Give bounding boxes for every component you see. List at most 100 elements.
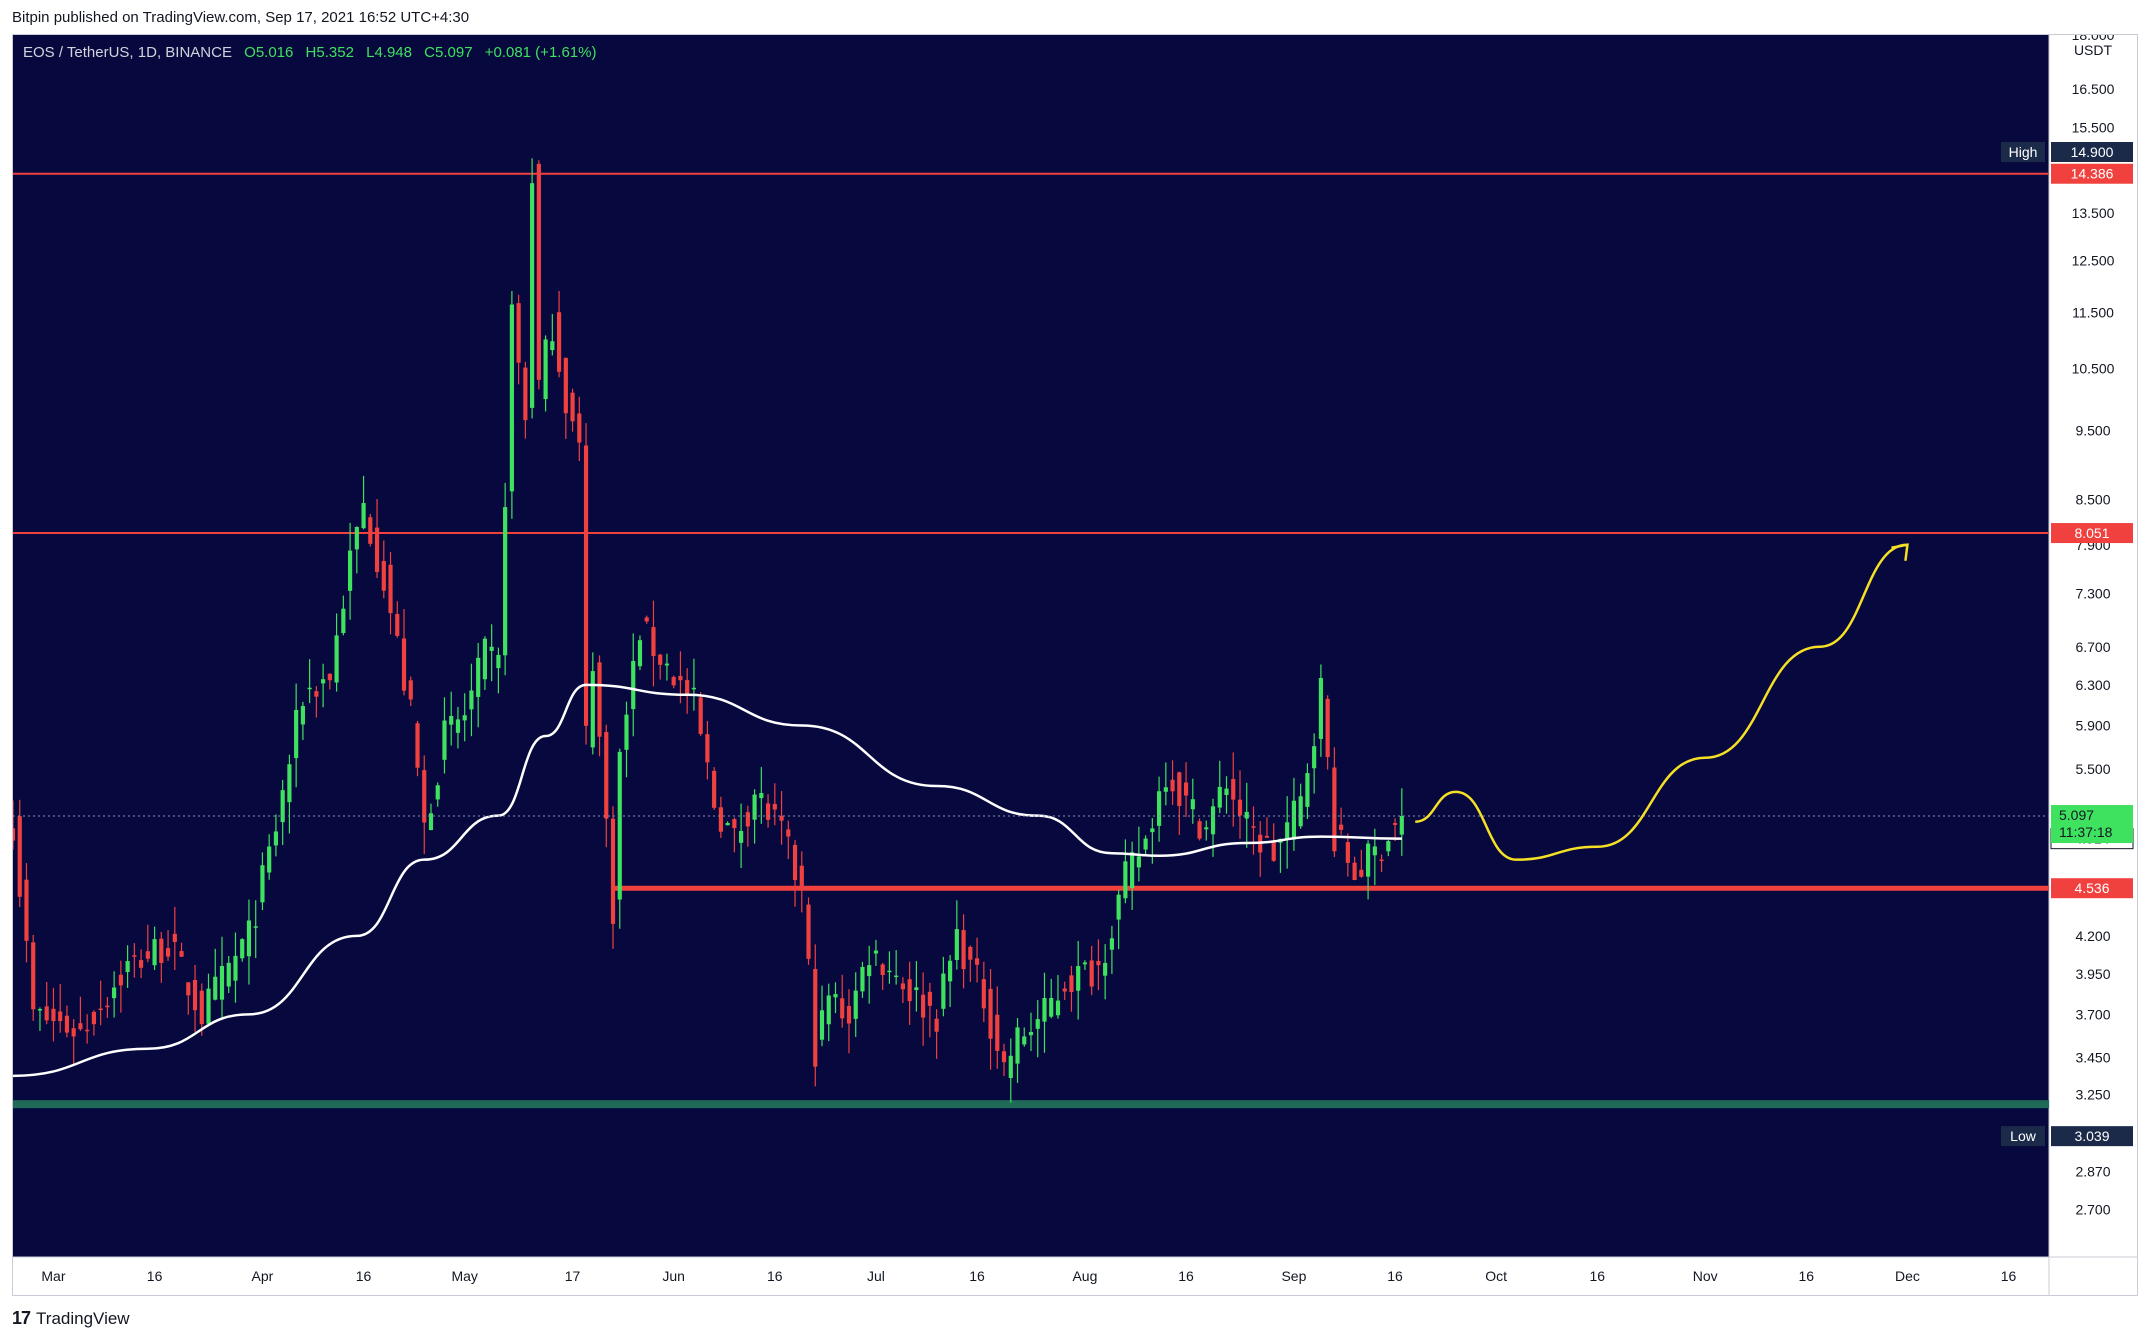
candle-body	[819, 1010, 825, 1040]
candle-body	[287, 764, 292, 803]
line-price-label-bg	[2051, 523, 2133, 544]
high-value-bg	[2051, 142, 2133, 163]
candle	[1008, 1038, 1013, 1103]
candle-body	[489, 646, 494, 651]
candle	[294, 683, 299, 788]
candle-body	[961, 930, 966, 970]
candle-body	[536, 163, 541, 380]
candle	[58, 983, 63, 1033]
tradingview-logo-icon: 17	[12, 1308, 31, 1328]
candle	[1359, 849, 1364, 878]
candle	[914, 961, 919, 1012]
candle	[159, 931, 164, 983]
candle	[995, 986, 1000, 1069]
candle	[873, 939, 879, 966]
x-tick-label: 16	[2001, 1268, 2017, 1284]
candle-body	[1150, 828, 1155, 833]
candle-body	[1312, 746, 1317, 769]
candle	[172, 906, 177, 971]
candle-body	[192, 979, 198, 1011]
candle-body	[118, 974, 123, 986]
candle	[631, 633, 636, 737]
candle-body	[563, 357, 568, 414]
candle	[199, 983, 204, 1036]
candle-body	[1170, 779, 1175, 792]
candle-body	[415, 723, 420, 768]
candle	[732, 817, 737, 853]
candle	[368, 513, 373, 547]
candle	[610, 806, 616, 949]
candle-body	[894, 975, 899, 978]
candle-body	[523, 367, 528, 421]
candle	[118, 960, 123, 1013]
price-axis-background	[2049, 35, 2137, 1257]
candle	[85, 1014, 90, 1044]
candle-body	[172, 933, 177, 943]
candle-body	[294, 709, 299, 759]
candle	[536, 160, 541, 390]
candle	[1285, 796, 1290, 869]
candle	[1163, 762, 1168, 806]
candle	[17, 799, 22, 908]
price-chart[interactable]: 18.00016.50015.50013.50012.50011.50010.5…	[10, 27, 2137, 1295]
candle	[624, 701, 629, 778]
candle-body	[570, 392, 575, 422]
candle	[1237, 770, 1243, 839]
candle	[361, 475, 366, 530]
candle-body	[556, 312, 562, 372]
candle	[1264, 817, 1270, 838]
candle	[637, 635, 643, 671]
candle-body	[1352, 862, 1357, 881]
candle	[1076, 941, 1081, 1020]
candle	[428, 803, 434, 831]
y-tick-label: 5.500	[2075, 761, 2110, 777]
candle	[954, 900, 959, 970]
x-tick-label: Jun	[662, 1268, 685, 1284]
candle-body	[1399, 816, 1404, 835]
candle-body	[1163, 787, 1168, 792]
x-tick-label: 16	[356, 1268, 372, 1284]
low-value: 4.948	[374, 44, 412, 61]
candle-body	[1318, 678, 1323, 739]
candle-body	[1116, 894, 1121, 920]
low-tag: Low	[2010, 1128, 2037, 1144]
candle-body	[469, 690, 474, 710]
candle-body	[361, 503, 366, 529]
candle-body	[637, 640, 643, 667]
candle-body	[314, 691, 319, 697]
candle-body	[327, 673, 332, 681]
candle-body	[698, 697, 703, 734]
candle-body	[974, 958, 980, 965]
candle	[1298, 783, 1303, 829]
candle-body	[132, 955, 137, 957]
candle-body	[833, 994, 838, 998]
candle	[307, 659, 312, 704]
candle-body	[422, 770, 427, 823]
candle-body	[900, 983, 905, 990]
candle-body	[1271, 840, 1276, 861]
y-tick-label: 13.500	[2072, 205, 2115, 221]
candle-body	[105, 1005, 110, 1008]
candle	[1271, 823, 1276, 862]
y-tick-label: 3.950	[2075, 966, 2110, 982]
candle-body	[280, 790, 285, 823]
candle	[772, 783, 777, 826]
candle-body	[1001, 1051, 1007, 1063]
x-tick-label: May	[451, 1268, 477, 1284]
x-tick-label: Apr	[252, 1268, 274, 1284]
candle	[570, 388, 575, 432]
candle	[698, 692, 703, 736]
candle-body	[840, 998, 845, 1019]
candle-body	[1190, 799, 1195, 810]
candle	[246, 899, 252, 985]
line-price-label-bg	[2051, 878, 2133, 899]
candle	[1197, 818, 1202, 841]
candle	[523, 361, 528, 439]
candle-body	[1224, 788, 1229, 796]
candle-body	[1096, 960, 1101, 966]
candle	[341, 595, 346, 636]
x-tick-label: 16	[1178, 1268, 1194, 1284]
candle	[718, 796, 723, 838]
time-axis-background	[13, 1257, 2137, 1295]
candle-body	[354, 527, 359, 550]
